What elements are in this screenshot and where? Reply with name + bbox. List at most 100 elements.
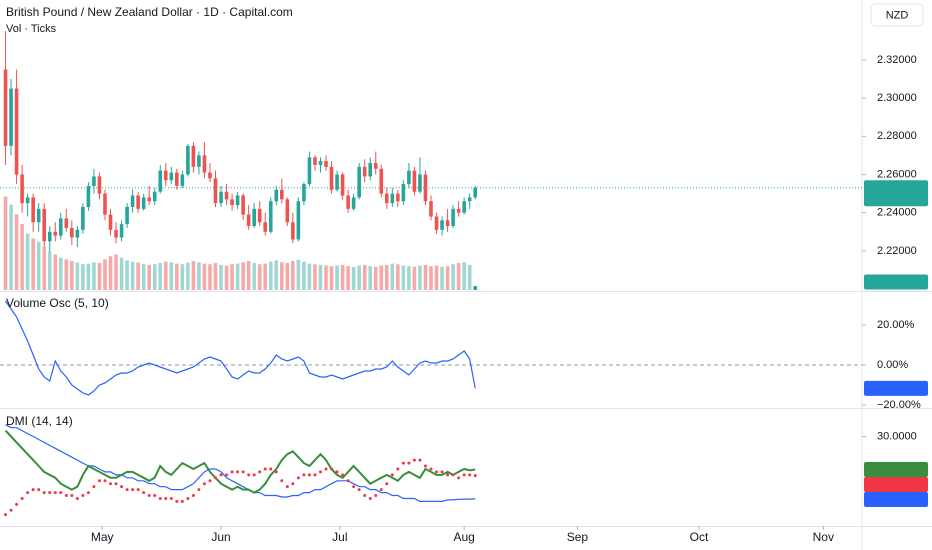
volume-bar [296, 259, 301, 290]
volume-bar [191, 261, 196, 290]
dmi-dot [341, 473, 345, 477]
x-tick-label: Jun [211, 530, 230, 544]
volume-bar [158, 262, 163, 290]
volume-bar [119, 257, 124, 290]
candle-body [70, 227, 74, 238]
dmi-dot [236, 470, 240, 474]
dmi-dot [296, 476, 300, 480]
candle-body [473, 187, 478, 198]
volume-bar [186, 262, 190, 290]
candle-body [125, 206, 129, 225]
dmi-dot [269, 467, 273, 471]
volume-bar [451, 264, 455, 290]
dmi-dot [352, 485, 356, 489]
volume-bar [197, 262, 201, 290]
volume-bar [42, 246, 47, 290]
dmi-dot [274, 470, 278, 474]
candle-body [252, 208, 256, 227]
y-tick-label: 2.32000 [877, 54, 917, 66]
volume-bar [58, 257, 63, 290]
x-tick-label: Jul [332, 530, 347, 544]
volume-bar [268, 261, 273, 290]
volume-bar [103, 259, 107, 290]
candle-body [103, 193, 107, 215]
volume-bar [241, 262, 245, 290]
volume-bar [429, 266, 433, 290]
dmi-dot [423, 464, 427, 468]
candle-body [368, 163, 373, 177]
candle-body [324, 161, 328, 167]
candle-body [197, 155, 201, 167]
volume-last-label-box [864, 274, 928, 290]
volume-bar [291, 261, 295, 290]
candle-body [307, 157, 312, 185]
dmi-dot [407, 461, 411, 465]
dmi-dot [374, 494, 378, 498]
candle-body [141, 197, 146, 209]
volume-bar [86, 263, 91, 290]
volume-bar [9, 204, 13, 290]
candle-body [58, 218, 63, 236]
dmi-dot [9, 508, 13, 512]
dmi-dot [307, 473, 311, 477]
volume-bar [396, 264, 400, 290]
dmi-dot [147, 494, 151, 498]
dmi-dot [114, 482, 118, 486]
volume-bar [329, 266, 334, 290]
x-tick-label: Oct [690, 530, 709, 544]
dmi-dot [53, 491, 57, 495]
dmi-dot [136, 488, 140, 492]
volume-bar [357, 265, 361, 290]
dmi-dot [412, 458, 416, 462]
candle-body [213, 178, 218, 204]
currency-label[interactable]: NZD [886, 9, 909, 21]
dmi-dot [313, 473, 317, 477]
dmi-dot [180, 499, 184, 503]
volume-bar [75, 262, 80, 290]
currency-button[interactable] [870, 3, 924, 27]
dmi-dot [418, 458, 422, 462]
candle-body [429, 201, 433, 217]
dmi-dot [59, 491, 63, 495]
candle-body [418, 174, 422, 192]
dmi-dot [208, 479, 212, 483]
candle-body [285, 199, 290, 223]
dmi-dot [31, 488, 35, 492]
candle-body [351, 197, 356, 209]
last-value-label-box [864, 476, 928, 492]
candle-body [423, 174, 428, 202]
volume-bar [313, 264, 317, 290]
volume-bar [125, 260, 129, 290]
chart-title: British Pound / New Zealand Dollar · 1D … [6, 5, 293, 19]
volume-bar [36, 241, 41, 290]
dmi-dot [390, 473, 394, 477]
dmi-dot [285, 485, 289, 489]
dmi-dot [385, 482, 389, 486]
dmi-dot [435, 470, 439, 474]
volume-bar [467, 264, 472, 290]
volume-bar [246, 261, 251, 290]
candle-body [152, 191, 157, 202]
dmi-dot [191, 494, 195, 498]
dmi-dot [429, 467, 433, 471]
candle-body [241, 195, 245, 215]
last-price-label-box [864, 180, 928, 207]
candle-body [180, 174, 185, 186]
volume-bar [257, 264, 262, 290]
dmi-dot [230, 470, 234, 474]
volume-bar [318, 264, 323, 290]
dmi-dot [401, 461, 405, 465]
dmi-dot [357, 488, 361, 492]
y-tick-label: 0.00% [877, 359, 908, 371]
volume-bar [252, 262, 256, 290]
candle-body [92, 176, 96, 186]
candle-body [64, 218, 69, 228]
volume-bar [114, 254, 118, 290]
dmi-dot [153, 494, 157, 498]
dmi-dot [302, 473, 306, 477]
y-tick-label: 2.26000 [877, 168, 917, 180]
volume-bar [462, 262, 466, 290]
candle-body [169, 172, 174, 181]
y-tick-label: 2.30000 [877, 92, 917, 104]
